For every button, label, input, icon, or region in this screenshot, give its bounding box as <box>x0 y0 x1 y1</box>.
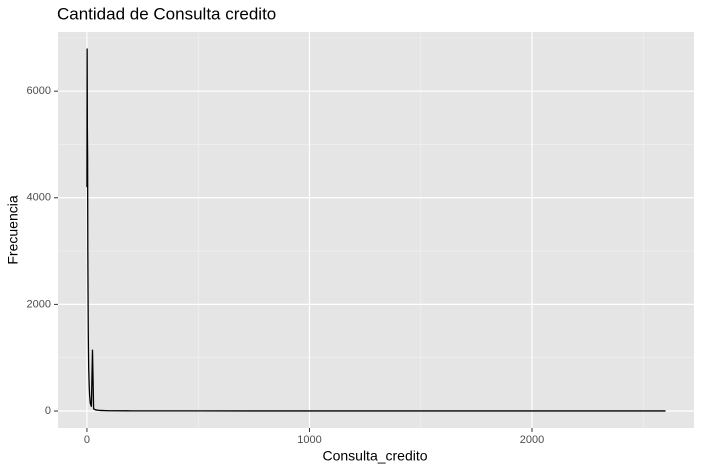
plot-panel <box>58 32 694 428</box>
y-tick-label: 0 <box>45 405 51 417</box>
y-axis-title: Frecuencia <box>5 195 21 264</box>
x-tick-label: 0 <box>84 434 90 446</box>
y-tick-label: 2000 <box>27 298 51 310</box>
chart-title: Cantidad de Consulta credito <box>57 4 276 23</box>
y-tick-label: 6000 <box>27 85 51 97</box>
x-axis-title: Consulta_credito <box>322 448 427 464</box>
x-tick-label: 2000 <box>520 434 544 446</box>
y-tick-label: 4000 <box>27 192 51 204</box>
data-line <box>86 48 666 412</box>
x-tick-label: 1000 <box>297 434 321 446</box>
